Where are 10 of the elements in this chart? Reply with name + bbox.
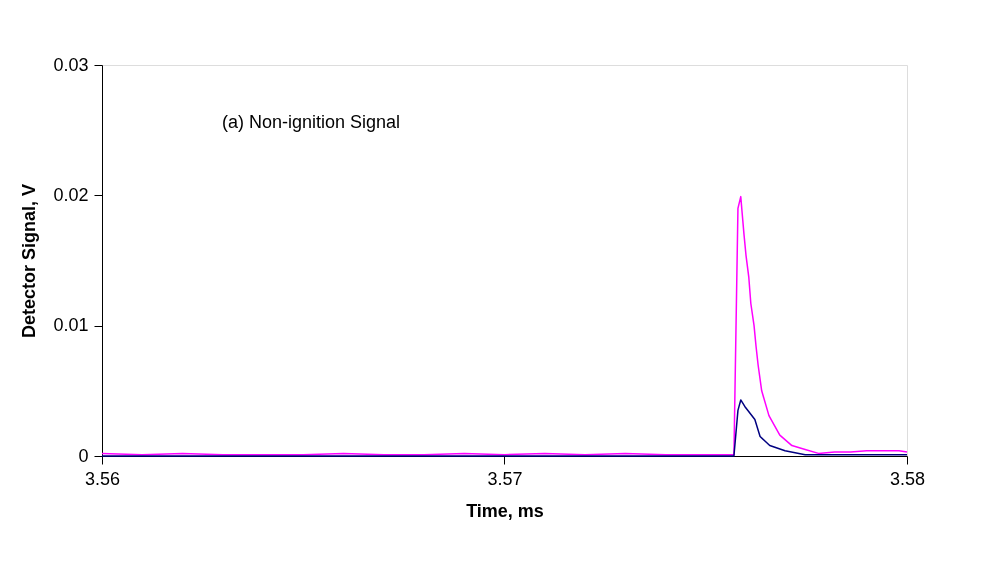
y-tick-label: 0 xyxy=(78,445,89,466)
x-tick-label: 3.58 xyxy=(889,468,926,489)
annotation: (a) Non-ignition Signal xyxy=(222,112,401,132)
x-axis-title: Time, ms xyxy=(466,500,544,521)
y-tick-label: 0.02 xyxy=(53,184,89,205)
y-tick-label: 0.03 xyxy=(53,54,89,75)
y-axis-title: Detector Signal, V xyxy=(19,183,40,339)
x-tick-label: 3.56 xyxy=(84,468,121,489)
y-tick-label: 0.01 xyxy=(53,315,89,336)
x-tick-label: 3.57 xyxy=(487,468,523,489)
